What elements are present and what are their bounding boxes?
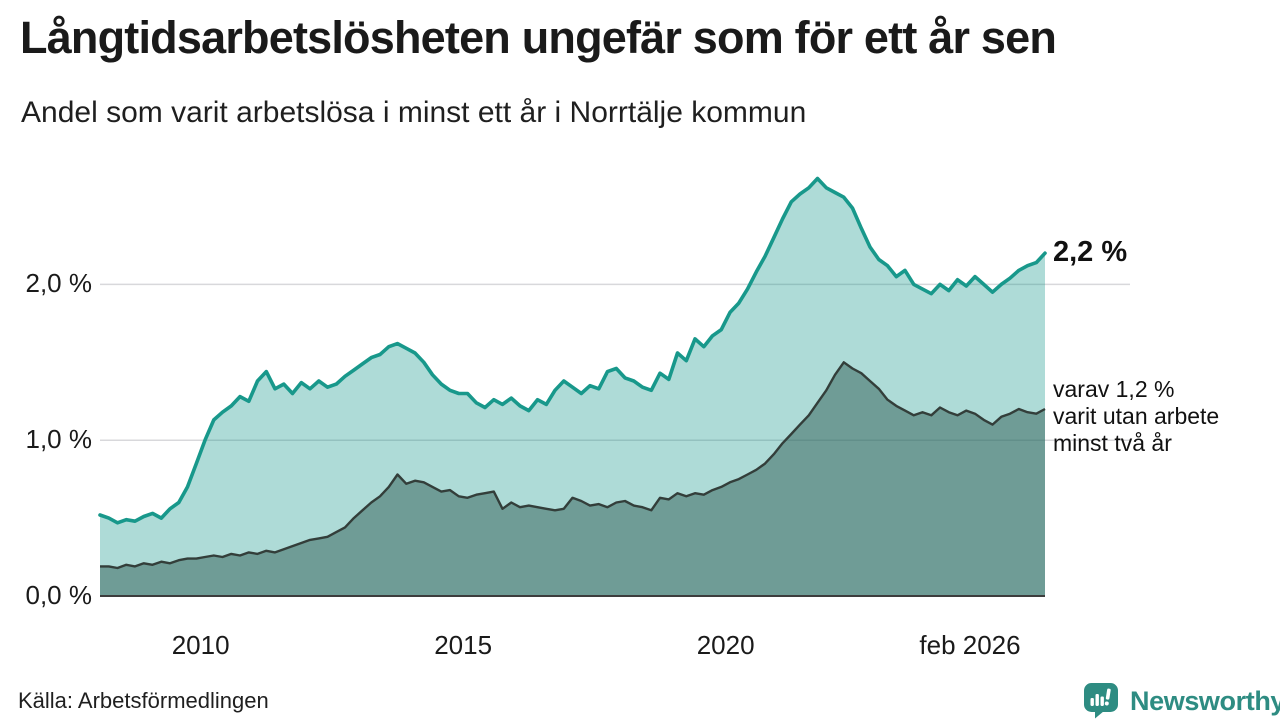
- end-value-annotation-total: 2,2 %: [1053, 236, 1128, 268]
- newsworthy-wordmark: Newsworthy: [1130, 685, 1280, 716]
- end-value-annotation-dark: varav 1,2 % varit utan arbete minst två …: [1053, 376, 1219, 457]
- annotation-line: minst två år: [1053, 430, 1172, 456]
- y-axis-tick-label: 0,0 %: [25, 580, 93, 610]
- x-axis-tick-label: 2010: [171, 630, 230, 660]
- newsworthy-logo-icon: [1084, 683, 1118, 719]
- y-axis-tick-label: 1,0 %: [25, 424, 93, 455]
- newsworthy-logo: Newsworthy: [1083, 681, 1280, 720]
- x-axis-tick-label: 2015: [434, 630, 493, 660]
- x-axis-tick-label: 2020: [696, 630, 755, 660]
- chart-subtitle: Andel som varit arbetslösa i minst ett å…: [21, 96, 807, 129]
- annotation-line: varav 1,2 %: [1053, 376, 1175, 402]
- line-two-years-plus: [100, 361, 1046, 570]
- y-axis-tick-label: 2,0 %: [25, 268, 93, 299]
- line-total-long-term: [98, 176, 1047, 525]
- annotation-line: varit utan arbete: [1053, 403, 1220, 429]
- x-axis-tick-label: feb 2026: [919, 630, 1021, 660]
- source-attribution: Källa: Arbetsförmedlingen: [18, 688, 269, 713]
- area-two-years-plus: [100, 362, 1045, 596]
- chart-title: Långtidsarbetslösheten ungefär som för e…: [20, 12, 1057, 63]
